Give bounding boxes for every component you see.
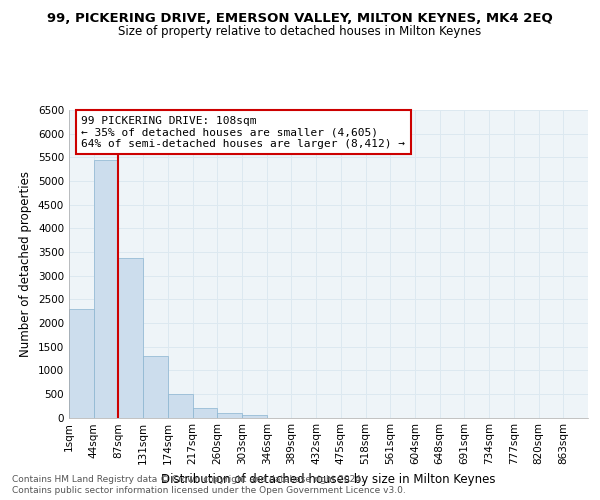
Y-axis label: Number of detached properties: Number of detached properties: [19, 171, 32, 357]
Text: 99 PICKERING DRIVE: 108sqm
← 35% of detached houses are smaller (4,605)
64% of s: 99 PICKERING DRIVE: 108sqm ← 35% of deta…: [82, 116, 406, 149]
Text: 99, PICKERING DRIVE, EMERSON VALLEY, MILTON KEYNES, MK4 2EQ: 99, PICKERING DRIVE, EMERSON VALLEY, MIL…: [47, 12, 553, 26]
Bar: [118, 258, 143, 418]
Bar: [193, 408, 217, 418]
Text: Contains HM Land Registry data © Crown copyright and database right 2024.: Contains HM Land Registry data © Crown c…: [12, 475, 364, 484]
Text: Contains public sector information licensed under the Open Government Licence v3: Contains public sector information licen…: [12, 486, 406, 495]
Bar: [143, 356, 168, 418]
Bar: [69, 308, 94, 418]
X-axis label: Distribution of detached houses by size in Milton Keynes: Distribution of detached houses by size …: [161, 473, 496, 486]
Bar: [94, 160, 118, 418]
Bar: [168, 394, 193, 417]
Bar: [217, 413, 242, 418]
Text: Size of property relative to detached houses in Milton Keynes: Size of property relative to detached ho…: [118, 25, 482, 38]
Bar: [242, 415, 267, 418]
